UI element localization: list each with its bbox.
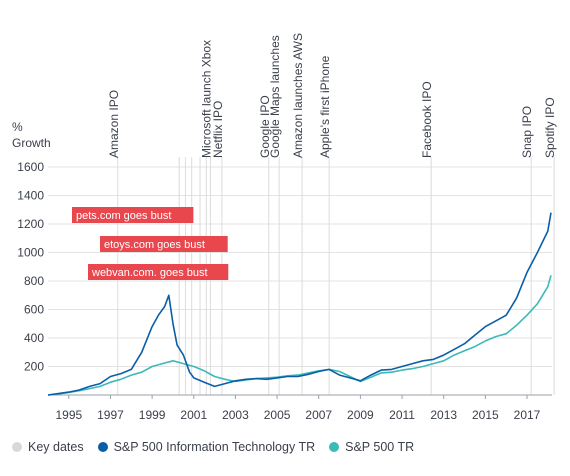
event-label: Snap IPO <box>520 106 534 158</box>
legend-label: S&P 500 TR <box>345 440 415 454</box>
axes: % Growth 200 400 600 800 1000 1200 1400 1600 1995 1… <box>12 120 552 422</box>
event-label: Netflix IPO <box>211 101 225 158</box>
event-label: Microsoft launch Xbox <box>199 40 213 158</box>
event-label: Google IPO <box>258 95 272 158</box>
x-tick-label: 2015 <box>472 408 499 422</box>
legend-label: Key dates <box>28 440 84 454</box>
event-label: Spotify IPO <box>543 97 557 158</box>
grid-lines <box>48 166 552 367</box>
y-axis-label: % <box>12 120 23 134</box>
legend-dot-sp500 <box>329 442 340 452</box>
event-label: Amazon launches AWS <box>291 33 305 158</box>
y-tick-label: 200 <box>24 360 44 374</box>
series-line <box>47 212 552 396</box>
event-label: Apple's first iPhone <box>318 55 332 158</box>
annotation-box <box>100 236 228 252</box>
annotations: pets.com goes bust etoys.com goes bust web… <box>72 207 229 280</box>
x-tick-label: 2011 <box>389 408 415 422</box>
annotation-text: webvan.com. goes bust <box>91 267 208 279</box>
series-line <box>47 275 552 396</box>
event-label: Google Maps launches <box>268 35 282 158</box>
legend: Key dates S&P 500 Information Technology… <box>12 440 428 454</box>
series-lines <box>47 212 552 396</box>
x-tick-label: 2013 <box>430 408 457 422</box>
y-axis-label: Growth <box>12 136 51 150</box>
x-tick-label: 2005 <box>264 408 291 422</box>
x-tick-label: 1999 <box>139 408 166 422</box>
legend-item-sp500: S&P 500 TR <box>329 440 414 454</box>
annotation-text: etoys.com goes bust <box>104 239 205 251</box>
y-tick-label: 1600 <box>17 160 44 174</box>
x-tick-label: 2003 <box>222 408 249 422</box>
y-tick-label: 600 <box>24 303 44 317</box>
legend-item-it: S&P 500 Information Technology TR <box>97 440 316 454</box>
annotation-box <box>72 207 194 223</box>
legend-dot-key-dates <box>12 442 22 452</box>
annotation-box <box>88 264 229 280</box>
legend-label: S&P 500 Information Technology TR <box>113 440 316 454</box>
y-tick-label: 1000 <box>17 246 44 260</box>
y-tick-label: 800 <box>24 274 44 288</box>
y-tick-label: 400 <box>24 331 44 345</box>
x-tick-label: 2007 <box>305 408 332 422</box>
event-label: Amazon IPO <box>107 90 121 158</box>
x-tick-label: 2017 <box>514 408 541 422</box>
x-tick-label: 2001 <box>180 408 207 422</box>
event-lines <box>117 157 555 395</box>
annotation-text: pets.com goes bust <box>76 210 171 222</box>
x-tick-label: 1997 <box>97 408 124 422</box>
y-tick-label: 1400 <box>17 189 44 203</box>
event-label: Facebook IPO <box>420 81 434 158</box>
y-tick-label: 1200 <box>17 217 44 231</box>
legend-item-key-dates: Key dates <box>12 440 84 454</box>
x-tick-label: 2009 <box>347 408 374 422</box>
legend-dot-it <box>97 442 108 452</box>
x-tick-label: 1995 <box>55 408 82 422</box>
